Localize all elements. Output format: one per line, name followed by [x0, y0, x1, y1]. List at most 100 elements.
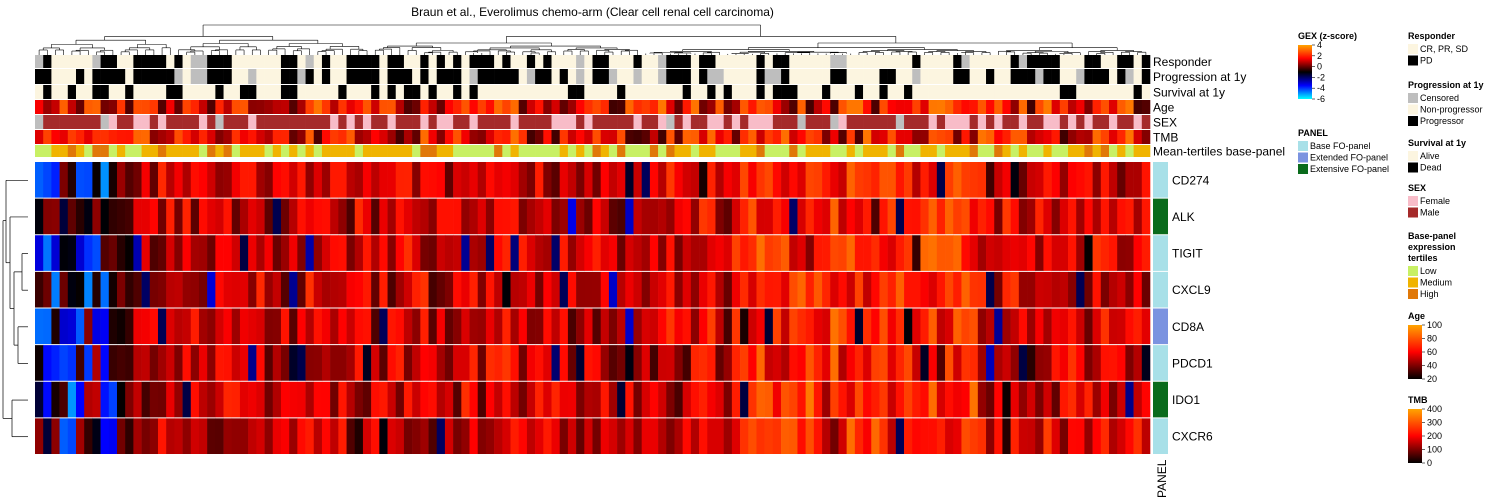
- heatmap-cell: [371, 418, 380, 454]
- annotation-cell: [395, 145, 405, 157]
- heatmap-cell: [690, 345, 700, 381]
- annotation-cell: [715, 100, 724, 114]
- annotation-cell: [141, 85, 151, 99]
- heatmap-cell: [141, 162, 151, 198]
- annotation-cell: [1018, 145, 1028, 157]
- heatmap-cell: [157, 235, 167, 271]
- annotation-cell: [953, 100, 962, 114]
- heatmap-cell: [133, 198, 142, 235]
- heatmap-cell: [198, 345, 208, 381]
- annotation-cell: [510, 69, 520, 84]
- heatmap-cell: [813, 235, 823, 271]
- heatmap-cell: [666, 271, 675, 308]
- annotation-cell: [649, 100, 659, 114]
- annotation-cell: [485, 130, 495, 144]
- annotation-cell: [961, 55, 970, 68]
- annotation-cell: [1002, 115, 1011, 129]
- annotation-cell: [207, 100, 216, 114]
- annotation-cell: [92, 130, 101, 144]
- heatmap-cell: [141, 271, 151, 308]
- heatmap-cell: [207, 271, 216, 308]
- annotation-cell: [354, 55, 364, 68]
- annotation-cell: [1141, 100, 1151, 114]
- annotation-cell: [682, 115, 692, 129]
- progression-legend-entry: Censored: [1420, 93, 1459, 103]
- heatmap-cell: [280, 235, 290, 271]
- annotation-cell: [149, 85, 159, 99]
- annotation-cell: [764, 69, 774, 84]
- annotation-cell: [1117, 115, 1126, 129]
- heatmap-cell: [239, 198, 249, 235]
- heatmap-cell: [871, 198, 880, 235]
- heatmap-cell: [846, 418, 856, 454]
- annotation-cell: [887, 55, 897, 68]
- annotation-cell: [395, 85, 405, 99]
- heatmap-cell: [879, 162, 888, 198]
- heatmap-cell: [67, 345, 77, 381]
- heatmap-cell: [485, 381, 495, 418]
- annotation-cell: [543, 100, 552, 114]
- heatmap-cell: [502, 308, 511, 345]
- heatmap-cell: [600, 308, 610, 345]
- annotation-cell: [485, 145, 495, 157]
- heatmap-cell: [1133, 418, 1143, 454]
- heatmap-cell: [600, 345, 610, 381]
- annotation-cell: [35, 55, 44, 68]
- annotation-cell: [895, 100, 905, 114]
- heatmap-cell: [108, 345, 118, 381]
- heatmap-cell: [125, 418, 134, 454]
- heatmap-cell: [280, 198, 290, 235]
- heatmap-cell: [518, 162, 528, 198]
- annotation-cell: [748, 69, 757, 84]
- heatmap-cell: [272, 418, 282, 454]
- heatmap-cell: [567, 235, 577, 271]
- tertiles-legend-title: tertiles: [1408, 253, 1438, 263]
- annotation-cell: [116, 145, 126, 157]
- heatmap-cell: [961, 271, 970, 308]
- heatmap-cell: [789, 418, 798, 454]
- heatmap-cell: [961, 162, 970, 198]
- annotation-cell: [51, 115, 60, 129]
- heatmap-cell: [174, 345, 183, 381]
- annotation-cell: [1051, 145, 1061, 157]
- annotation-cell: [51, 130, 60, 144]
- annotation-cell: [690, 55, 700, 68]
- heatmap-cell: [535, 381, 544, 418]
- heatmap-cell: [157, 271, 167, 308]
- heatmap-cell: [805, 271, 815, 308]
- annotation-cell: [838, 55, 847, 68]
- annotation-cell: [51, 85, 60, 99]
- heatmap-cell: [526, 381, 536, 418]
- annotation-cell: [1027, 130, 1036, 144]
- heatmap-cell: [313, 235, 323, 271]
- heatmap-cell: [854, 418, 864, 454]
- heatmap-cell: [395, 308, 405, 345]
- heatmap-cell: [682, 308, 692, 345]
- annotation-cell: [658, 85, 667, 99]
- heatmap-cell: [166, 381, 175, 418]
- heatmap-cell: [699, 308, 708, 345]
- annotation-cell: [912, 55, 921, 68]
- annotation-cell: [305, 55, 315, 68]
- heatmap-cell: [518, 381, 528, 418]
- heatmap-cell: [166, 271, 175, 308]
- annotation-cell: [592, 69, 601, 84]
- annotation-cell: [1133, 69, 1143, 84]
- heatmap-cell: [1117, 308, 1126, 345]
- annotation-cell: [125, 69, 134, 84]
- heatmap-cell: [592, 271, 601, 308]
- heatmap-cell: [756, 418, 765, 454]
- annotation-cell: [969, 130, 979, 144]
- heatmap-cell: [822, 271, 831, 308]
- heatmap-cell: [551, 381, 561, 418]
- heatmap-cell: [125, 308, 134, 345]
- heatmap-cell: [92, 162, 101, 198]
- heatmap-cell: [166, 198, 175, 235]
- heatmap-cell: [969, 271, 979, 308]
- annotation-cell: [502, 55, 511, 68]
- heatmap-cell: [1084, 345, 1093, 381]
- annotation-cell: [830, 130, 839, 144]
- annotation-cell: [215, 130, 224, 144]
- annotation-cell: [592, 130, 601, 144]
- heatmap-cell: [543, 198, 552, 235]
